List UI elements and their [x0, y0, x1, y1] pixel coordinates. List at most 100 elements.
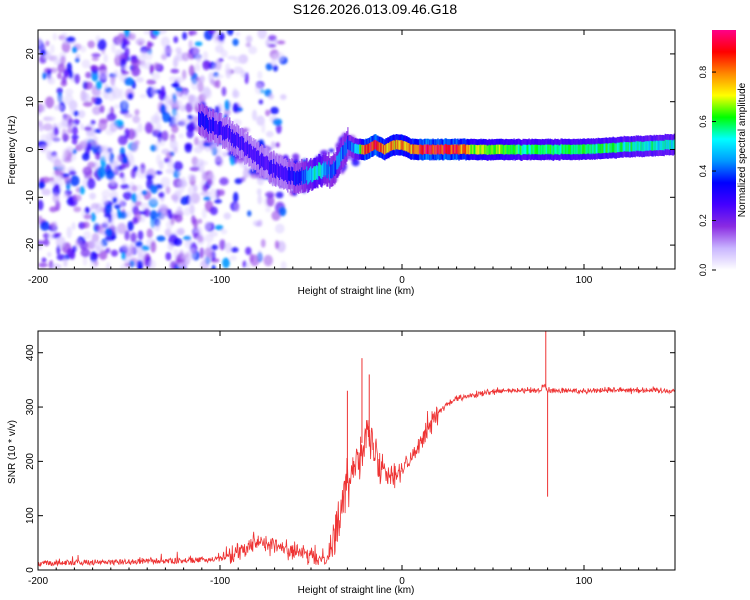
ridge-core	[492, 145, 494, 155]
ridge-core	[342, 145, 344, 160]
noise-blob	[245, 35, 253, 43]
ridge-core	[613, 143, 615, 153]
ridge-core	[518, 144, 520, 154]
ridge-core	[444, 144, 446, 154]
ridge-core	[263, 156, 265, 171]
ridge-core	[405, 141, 407, 152]
ridge-core	[278, 164, 280, 178]
ridge-core	[415, 144, 417, 155]
ridge-core	[212, 117, 214, 131]
noise-blob	[52, 33, 58, 41]
noise-blob	[272, 118, 283, 126]
noise-blob	[222, 257, 230, 269]
ridge-core	[217, 124, 219, 138]
noise-blob	[254, 83, 264, 95]
noise-blob	[48, 231, 55, 241]
noise-blob	[112, 87, 121, 100]
noise-blob	[41, 257, 47, 263]
ridge-core	[576, 144, 578, 155]
ridge-core	[502, 144, 504, 155]
colorbar-label: Normalized spectral amplitude	[737, 82, 748, 217]
ridge-core	[654, 141, 656, 151]
ridge-core	[572, 144, 574, 155]
ridge-core	[338, 153, 340, 168]
ridge-core	[299, 169, 301, 184]
noise-blob	[49, 206, 58, 213]
noise-blob	[248, 46, 258, 55]
noise-blob	[207, 251, 214, 260]
ridge-core	[467, 144, 469, 155]
ridge-core	[395, 139, 397, 150]
ridge-core	[224, 126, 226, 141]
noise-blob	[172, 110, 180, 122]
noise-blob	[87, 161, 96, 168]
noise-blob	[135, 244, 143, 255]
ridge-core	[506, 144, 508, 155]
ridge-core	[577, 144, 579, 154]
noise-blob	[131, 185, 138, 192]
ridge-core	[419, 144, 421, 154]
noise-blob	[89, 65, 99, 70]
ridge-core	[500, 144, 502, 154]
ridge-core	[526, 145, 528, 155]
noise-blob	[233, 66, 244, 75]
noise-blob	[265, 207, 271, 213]
noise-blob	[224, 63, 231, 75]
ridge-core	[198, 111, 200, 126]
noise-blob	[167, 242, 174, 251]
noise-blob	[39, 49, 47, 56]
ridge-core	[445, 144, 447, 154]
noise-blob	[119, 171, 125, 179]
noise-blob	[175, 87, 183, 92]
ridge-core	[314, 166, 316, 180]
snr-y-label: SNR (10 * v/v)	[7, 420, 18, 484]
noise-blob	[153, 129, 159, 135]
ridge-core	[363, 145, 365, 155]
noise-blob	[274, 51, 285, 62]
ridge-core	[362, 144, 364, 155]
noise-blob	[136, 260, 144, 269]
ridge-core	[305, 169, 307, 184]
noise-blob	[64, 93, 74, 106]
ridge-core	[301, 167, 303, 182]
noise-blob	[93, 96, 103, 106]
ridge-core	[283, 167, 285, 182]
noise-blob	[90, 203, 100, 210]
noise-blob	[193, 146, 203, 154]
noise-blob	[174, 213, 183, 223]
ridge-core	[302, 170, 304, 185]
noise-blob	[113, 69, 119, 79]
x-tick-label: -100	[210, 275, 230, 286]
ridge-core	[668, 140, 670, 150]
noise-blob	[89, 142, 100, 149]
noise-blob	[51, 263, 62, 269]
noise-blob	[53, 126, 59, 136]
ridge-core	[443, 144, 445, 155]
noise-blob	[70, 175, 80, 187]
ridge-core	[567, 144, 569, 155]
noise-blob	[242, 168, 251, 179]
ridge-core	[471, 144, 473, 155]
ridge-core	[512, 145, 514, 155]
noise-blob	[190, 79, 200, 91]
ridge-core	[461, 144, 463, 154]
ridge-core	[262, 153, 264, 168]
ridge-core	[251, 145, 253, 160]
noise-blob	[212, 64, 219, 71]
noise-blob	[75, 194, 82, 202]
ridge-core	[659, 140, 661, 151]
noise-blob	[87, 40, 95, 49]
ridge-core	[542, 144, 544, 155]
ridge-core	[628, 142, 630, 152]
ridge-core	[410, 144, 412, 155]
noise-blob	[89, 192, 96, 200]
ridge-core	[437, 144, 439, 154]
noise-blob	[154, 111, 160, 121]
noise-blob	[265, 109, 271, 117]
ridge-core	[466, 144, 468, 155]
ridge-core	[269, 161, 271, 176]
ridge-core	[489, 145, 491, 155]
noise-blob	[45, 137, 52, 147]
colorbar: 0.0 0.2 0.4 0.6 0.8 Normalized spectral ampl…	[698, 30, 748, 276]
